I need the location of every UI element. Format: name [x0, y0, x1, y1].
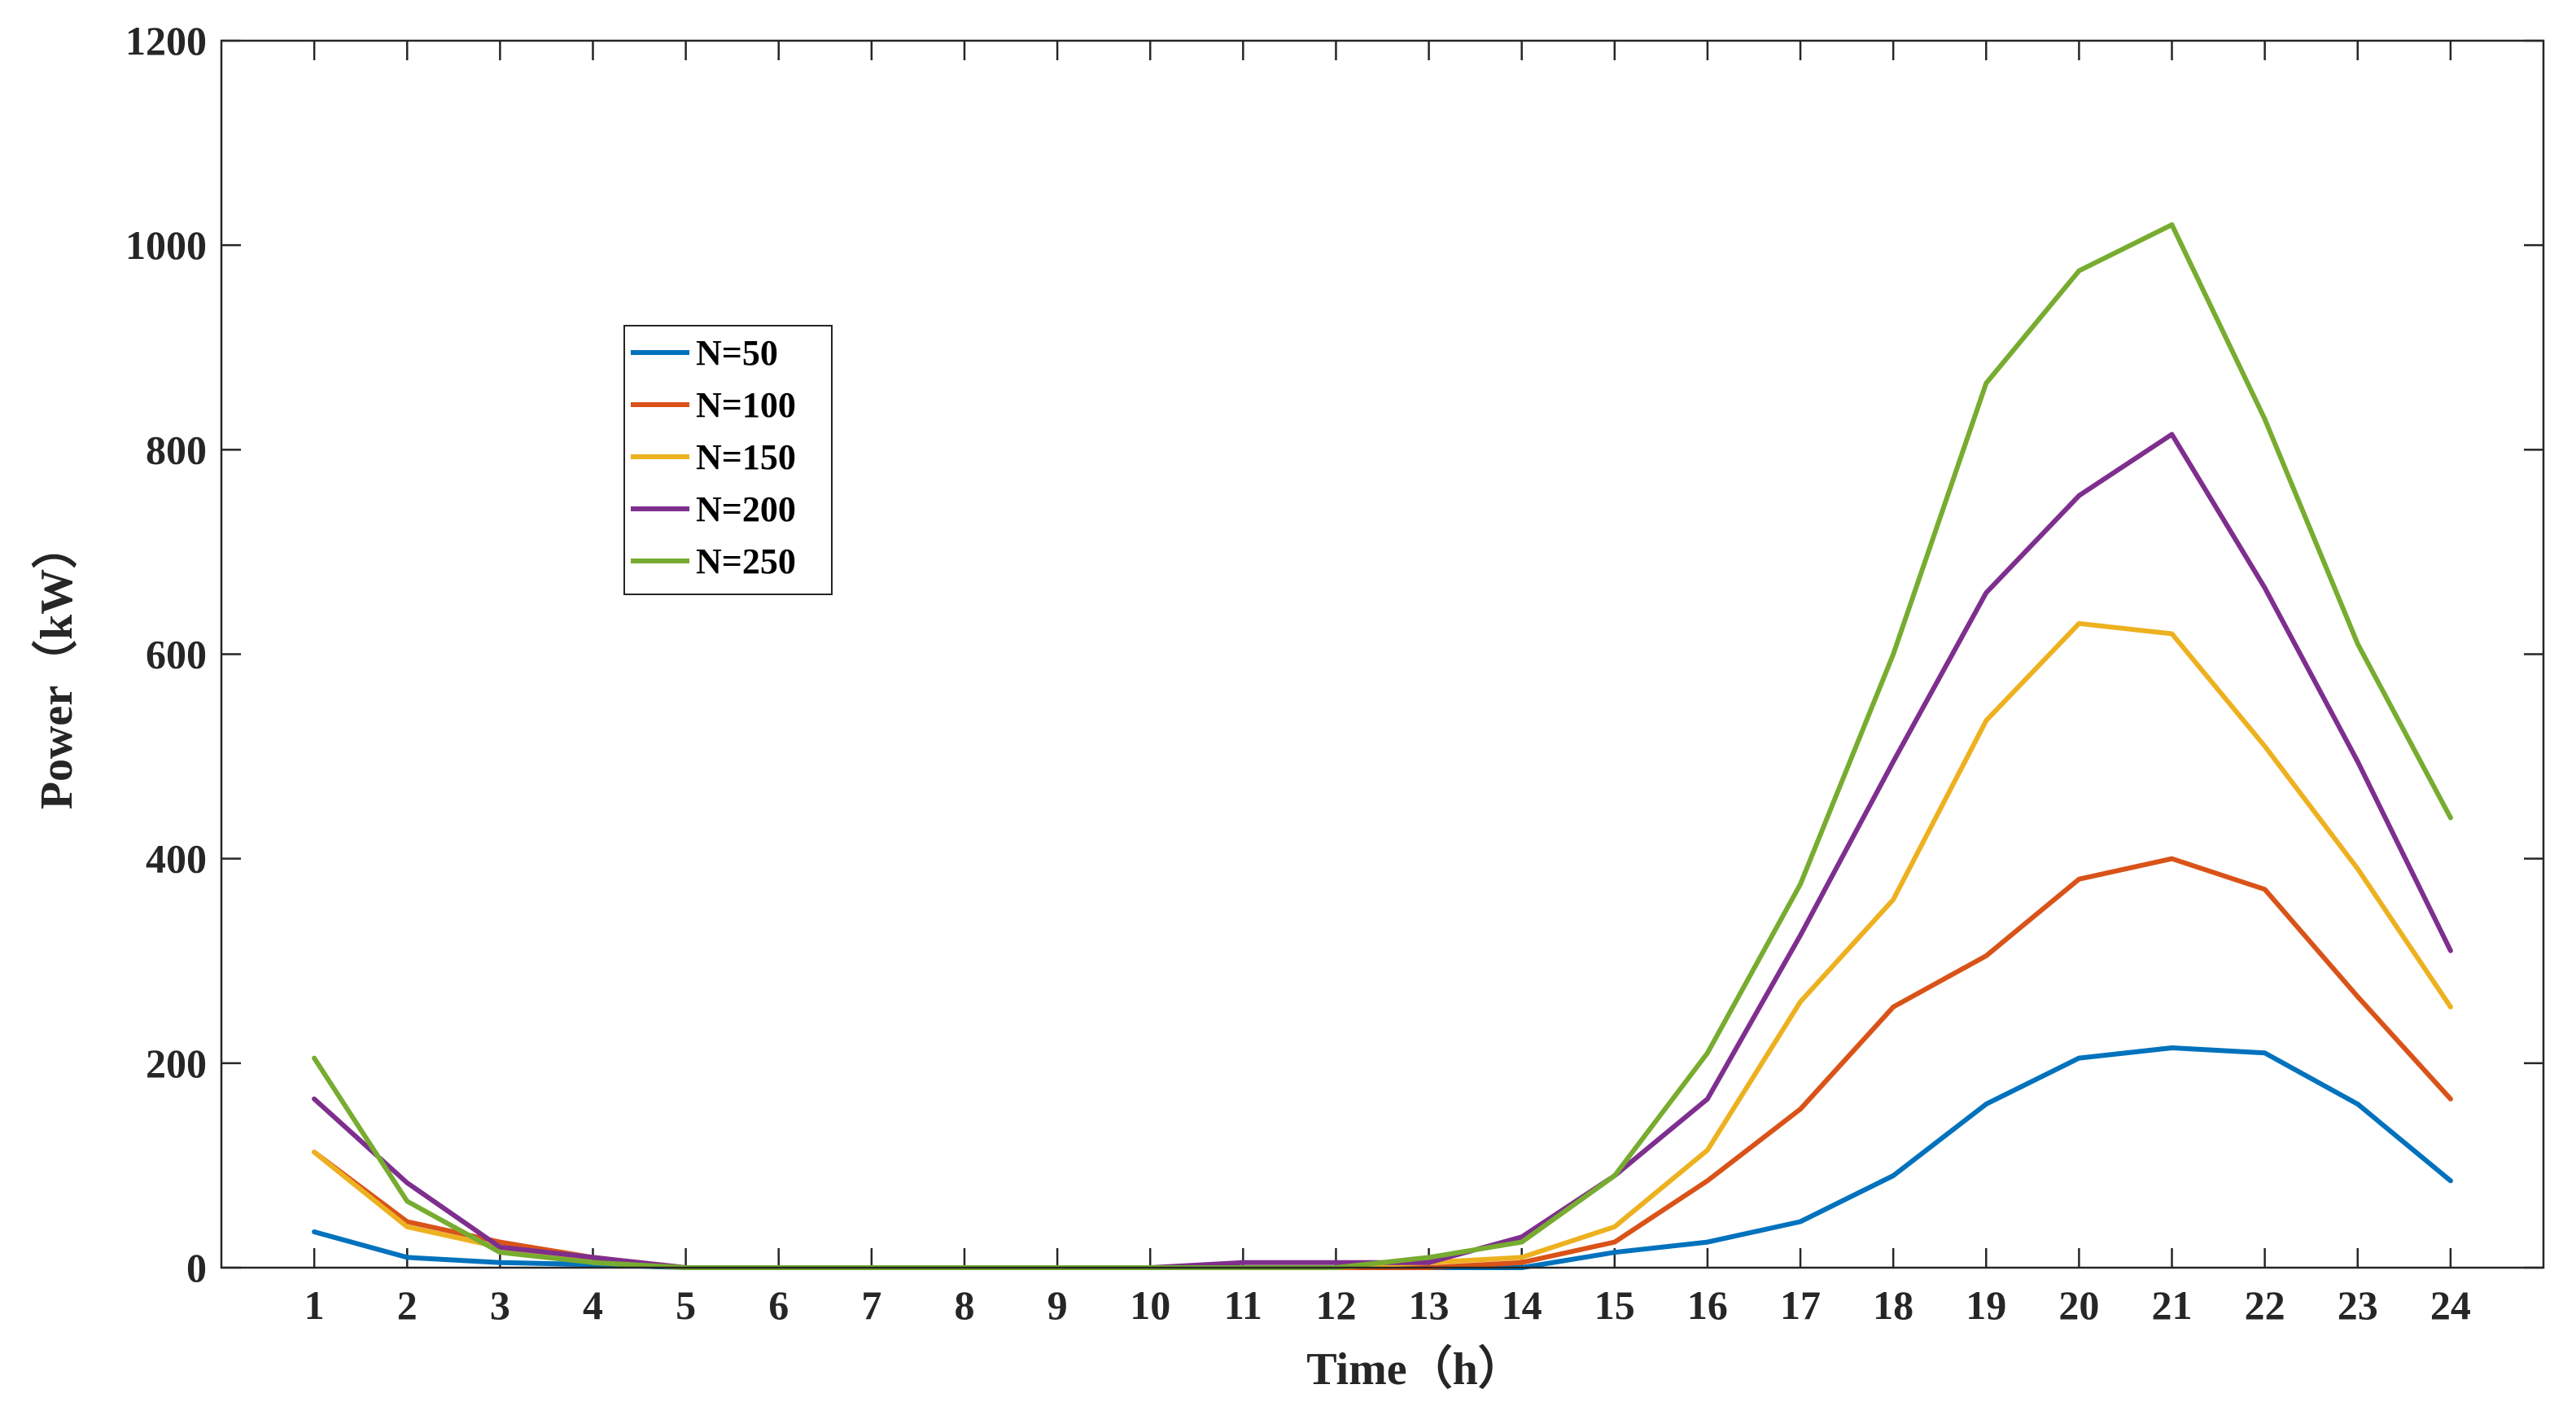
y-tick-label: 600 [146, 632, 207, 677]
x-tick-label: 23 [2338, 1282, 2378, 1328]
x-tick-label: 20 [2058, 1282, 2099, 1328]
y-tick-label: 0 [186, 1245, 207, 1290]
x-tick-label: 10 [1130, 1282, 1170, 1328]
x-tick-label: 19 [1966, 1282, 2006, 1328]
x-tick-label: 7 [861, 1282, 881, 1328]
legend-label: N=200 [696, 489, 796, 529]
legend-entry: N=200 [631, 489, 796, 529]
x-tick-label: 21 [2152, 1282, 2193, 1328]
x-tick-labels: 1 2 3 4 5 6 7 8 9 10 11 12 13 14 15 16 17 18 19 20 21 22 23 24 [304, 1282, 2471, 1328]
x-tick-label: 18 [1873, 1282, 1913, 1328]
y-axis-label: Power（kW） [31, 524, 82, 810]
x-tick-label: 4 [583, 1282, 603, 1328]
x-tick-label: 2 [397, 1282, 418, 1328]
x-tick-label: 15 [1594, 1282, 1635, 1328]
x-tick-label: 24 [2430, 1282, 2471, 1328]
legend-entry: N=50 [631, 333, 778, 373]
x-tick-label: 1 [304, 1282, 325, 1328]
x-tick-label: 22 [2245, 1282, 2285, 1328]
y-tick-label: 1200 [125, 18, 207, 64]
y-tick-label: 1000 [125, 222, 207, 268]
legend: N=50 N=100 N=150 N=200 N=250 [623, 325, 833, 595]
x-tick-label: 3 [490, 1282, 510, 1328]
y-tick-label: 800 [146, 427, 207, 472]
legend-label: N=100 [696, 385, 796, 425]
legend-entry: N=100 [631, 385, 796, 425]
legend-label: N=250 [696, 541, 796, 581]
x-tick-label: 11 [1224, 1282, 1262, 1328]
y-tick-label: 400 [146, 836, 207, 882]
y-tick-label: 200 [146, 1041, 207, 1086]
x-tick-label: 16 [1687, 1282, 1728, 1328]
axes-frame [220, 39, 2545, 1269]
legend-entry: N=150 [631, 437, 796, 477]
plot-area [221, 41, 2543, 1268]
x-tick-label: 9 [1047, 1282, 1068, 1328]
x-tick-label: 14 [1502, 1282, 1542, 1328]
x-tick-label: 8 [954, 1282, 974, 1328]
legend-entry: N=250 [631, 541, 796, 581]
x-tick-label: 6 [768, 1282, 789, 1328]
y-tick-labels: 0 200 400 600 800 1000 1200 [125, 18, 207, 1290]
x-tick-label: 12 [1315, 1282, 1356, 1328]
x-axis-label: Time（h） [1306, 1343, 1524, 1395]
x-tick-label: 17 [1780, 1282, 1821, 1328]
legend-label: N=50 [696, 333, 778, 373]
x-tick-label: 13 [1409, 1282, 1450, 1328]
legend-entries: N=50 N=100 N=150 N=200 N=250 [631, 333, 796, 581]
x-tick-label: 5 [676, 1282, 696, 1328]
legend-box [623, 325, 833, 595]
legend-label: N=150 [696, 437, 796, 477]
